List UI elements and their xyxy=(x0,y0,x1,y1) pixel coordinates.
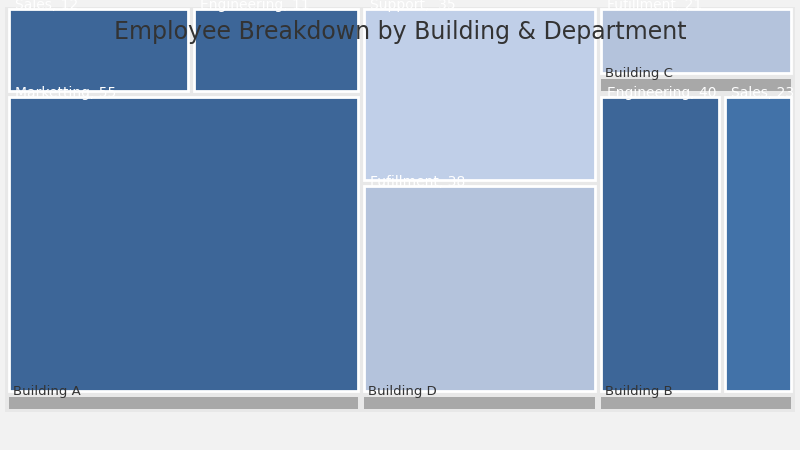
Text: Marketting, 55: Marketting, 55 xyxy=(15,86,116,100)
Text: Sales, 12: Sales, 12 xyxy=(15,0,78,12)
Bar xyxy=(601,9,791,73)
Text: Building B: Building B xyxy=(605,385,673,398)
Bar xyxy=(9,397,358,409)
Text: Employee Breakdown by Building & Department: Employee Breakdown by Building & Departm… xyxy=(114,20,686,44)
Text: Engineering, 11: Engineering, 11 xyxy=(200,0,310,12)
Bar xyxy=(194,9,358,91)
Text: Fufillment, 21: Fufillment, 21 xyxy=(607,0,702,12)
Bar xyxy=(601,79,791,91)
Bar xyxy=(601,97,719,391)
Text: Building C: Building C xyxy=(605,67,673,80)
Bar xyxy=(725,97,791,391)
Bar xyxy=(364,186,595,391)
Bar xyxy=(364,9,595,180)
Bar xyxy=(364,397,595,409)
Text: Building A: Building A xyxy=(13,385,81,398)
Text: Fufillment, 38: Fufillment, 38 xyxy=(370,175,466,189)
Text: Building D: Building D xyxy=(368,385,437,398)
Bar xyxy=(601,397,791,409)
Text: Engineering, 40: Engineering, 40 xyxy=(607,86,717,100)
Text: Sales, 23: Sales, 23 xyxy=(731,86,794,100)
Text: Support,  35: Support, 35 xyxy=(370,0,456,12)
Bar xyxy=(9,97,358,391)
Bar xyxy=(9,9,188,91)
